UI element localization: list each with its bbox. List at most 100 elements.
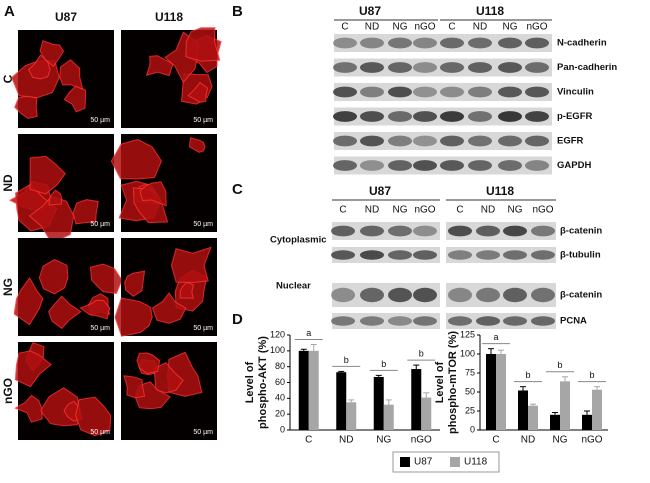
protein-label: p-EGFR [557,111,592,122]
lane-label: C [339,205,346,216]
x-tick-label: ND [339,435,353,446]
cell [89,263,123,294]
blot-band [413,287,437,303]
cell [179,281,194,299]
group-header: U118 [486,184,514,198]
bar [486,354,496,430]
legend-box [392,451,500,473]
x-tick-label: nGO [581,435,602,446]
cell [48,295,82,329]
bar [298,350,309,430]
protein-label: β-catenin [560,290,602,301]
blot-band [498,62,522,73]
group-header: U87 [359,4,381,18]
y-tick-label: 50 [465,386,475,396]
blot-band [503,287,527,303]
y-tick-label: 0 [470,424,475,434]
blot-band [388,316,412,326]
blot-band [388,62,412,73]
blot-band [531,225,555,237]
blot-band [468,160,492,171]
cell [114,297,153,337]
blot-band [333,37,357,49]
blot-band [360,111,384,122]
blot-band [498,135,522,147]
fraction-label: Nuclear [276,281,311,292]
y-tick-label: 20 [275,409,285,419]
y-axis-label: phospho-mTOR (%) [447,331,459,434]
legend-swatch [450,457,460,467]
blot-band [468,86,492,98]
blot-band [388,287,412,303]
row-label: C [1,74,15,83]
lane-label: nGO [414,205,435,216]
bar [518,390,528,430]
blot-strip [332,313,440,329]
blot-band [413,135,437,147]
y-tick-label: 0 [280,424,285,434]
blot-band [468,111,492,122]
blot-band [413,160,437,171]
blot-band [413,111,437,122]
protein-label: N-cadherin [557,38,607,49]
blot-band [360,287,384,303]
blot-band [525,86,549,98]
cell [124,270,146,297]
lane-label: ND [481,205,495,216]
lane-label: C [456,205,463,216]
y-tick-label: 100 [460,348,475,358]
blot-band [476,250,500,260]
x-tick-label: C [305,435,312,446]
blot-band [503,250,527,260]
blot-band [476,316,500,326]
blot-band [440,111,464,122]
x-tick-label: NG [553,435,568,446]
row-label: nGO [1,378,15,404]
blot-band [525,111,549,122]
blot-band [331,250,355,260]
blot-band [498,37,522,49]
bar [308,350,319,430]
column-header: U87 [55,10,77,24]
blot-strip [446,222,556,240]
cell [28,54,51,80]
scale-bar-label: 50 µm [90,429,110,436]
cell [188,137,206,153]
lane-label: nGO [414,22,435,33]
bar [373,376,384,430]
blot-band [333,111,357,122]
bar [592,389,602,430]
blot-band [333,135,357,147]
blot-band [333,62,357,73]
bar [560,381,570,430]
bar [346,402,357,430]
cell [72,199,99,225]
blot-band [331,225,355,237]
y-tick-label: 120 [270,329,285,339]
lane-label: NG [393,205,408,216]
blot-band [333,86,357,98]
significance-label: b [419,348,424,358]
cell [79,299,111,320]
blot-band [388,250,412,260]
y-tick-label: 25 [465,405,475,415]
protein-label: EGFR [557,136,584,147]
cell [29,155,66,195]
blot-band [360,225,384,237]
blot-band [525,135,549,147]
cell [59,59,84,90]
cell [187,81,209,103]
cell [13,277,44,326]
cell [14,394,43,423]
panel-label: C [232,181,243,198]
bar [582,414,592,430]
blot-band [333,160,357,171]
y-tick-label: 100 [270,345,285,355]
cell [136,352,161,375]
lane-label: ND [473,22,487,33]
significance-label: a [306,328,311,338]
x-tick-label: nGO [411,435,432,446]
blot-band [498,111,522,122]
x-tick-label: ND [521,435,535,446]
